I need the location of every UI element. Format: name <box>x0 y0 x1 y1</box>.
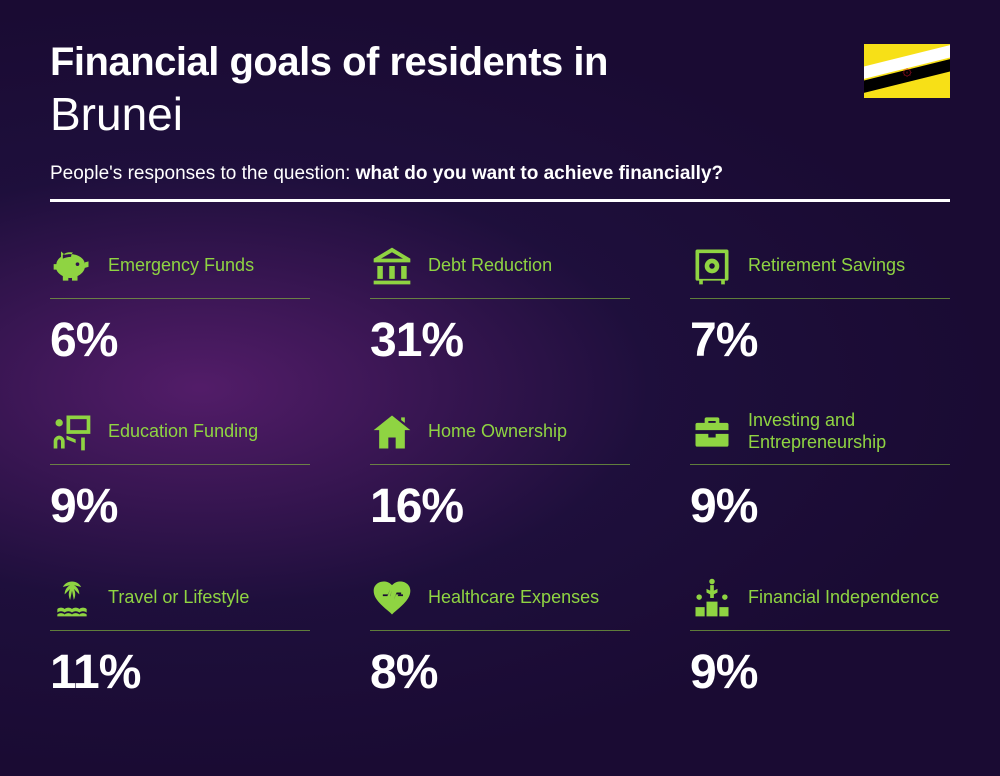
goal-label: Education Funding <box>108 421 258 443</box>
card-head: Financial Independence <box>690 576 950 631</box>
goal-card: Investing and Entrepreneurship 9% <box>690 410 950 534</box>
goal-label: Healthcare Expenses <box>428 587 599 609</box>
bank-icon <box>370 244 414 288</box>
palm-icon <box>50 576 94 620</box>
goal-label: Debt Reduction <box>428 255 552 277</box>
goal-card: Emergency Funds 6% <box>50 244 310 368</box>
goal-value: 9% <box>50 479 310 534</box>
subtitle-prefix: People's responses to the question: <box>50 163 356 184</box>
goal-value: 7% <box>690 313 950 368</box>
goal-card: Home Ownership 16% <box>370 410 630 534</box>
card-head: Emergency Funds <box>50 244 310 299</box>
header: Financial goals of residents in Brunei P… <box>50 40 950 202</box>
goal-value: 9% <box>690 645 950 700</box>
goal-label: Emergency Funds <box>108 255 254 277</box>
safe-icon <box>690 244 734 288</box>
goal-label: Home Ownership <box>428 421 567 443</box>
presentation-icon <box>50 410 94 454</box>
card-head: Debt Reduction <box>370 244 630 299</box>
title-line-1: Financial goals of residents in <box>50 40 950 85</box>
goal-card: Debt Reduction 31% <box>370 244 630 368</box>
card-head: Education Funding <box>50 410 310 465</box>
header-divider <box>50 199 950 202</box>
flag-crest-icon: ۞ <box>897 61 917 81</box>
goal-value: 6% <box>50 313 310 368</box>
goal-label: Financial Independence <box>748 587 939 609</box>
card-head: Home Ownership <box>370 410 630 465</box>
card-head: Travel or Lifestyle <box>50 576 310 631</box>
goal-value: 11% <box>50 645 310 700</box>
goal-value: 8% <box>370 645 630 700</box>
goal-value: 16% <box>370 479 630 534</box>
card-head: Retirement Savings <box>690 244 950 299</box>
goal-label: Travel or Lifestyle <box>108 587 249 609</box>
goal-value: 31% <box>370 313 630 368</box>
card-head: Healthcare Expenses <box>370 576 630 631</box>
goal-label: Investing and Entrepreneurship <box>748 410 950 453</box>
goal-value: 9% <box>690 479 950 534</box>
goal-label: Retirement Savings <box>748 255 905 277</box>
brunei-flag-icon: ۞ <box>864 44 950 98</box>
house-icon <box>370 410 414 454</box>
briefcase-icon <box>690 410 734 454</box>
title-line-2: Brunei <box>50 87 950 141</box>
goal-card: Financial Independence 9% <box>690 576 950 700</box>
subtitle-question: what do you want to achieve financially? <box>356 163 723 184</box>
goal-card: Education Funding 9% <box>50 410 310 534</box>
goal-card: Retirement Savings 7% <box>690 244 950 368</box>
piggy-bank-icon <box>50 244 94 288</box>
subtitle: People's responses to the question: what… <box>50 163 950 185</box>
podium-icon <box>690 576 734 620</box>
heart-pulse-icon <box>370 576 414 620</box>
card-head: Investing and Entrepreneurship <box>690 410 950 465</box>
goals-grid: Emergency Funds 6% Debt Reduction 31% Re… <box>50 244 950 700</box>
goal-card: Healthcare Expenses 8% <box>370 576 630 700</box>
goal-card: Travel or Lifestyle 11% <box>50 576 310 700</box>
